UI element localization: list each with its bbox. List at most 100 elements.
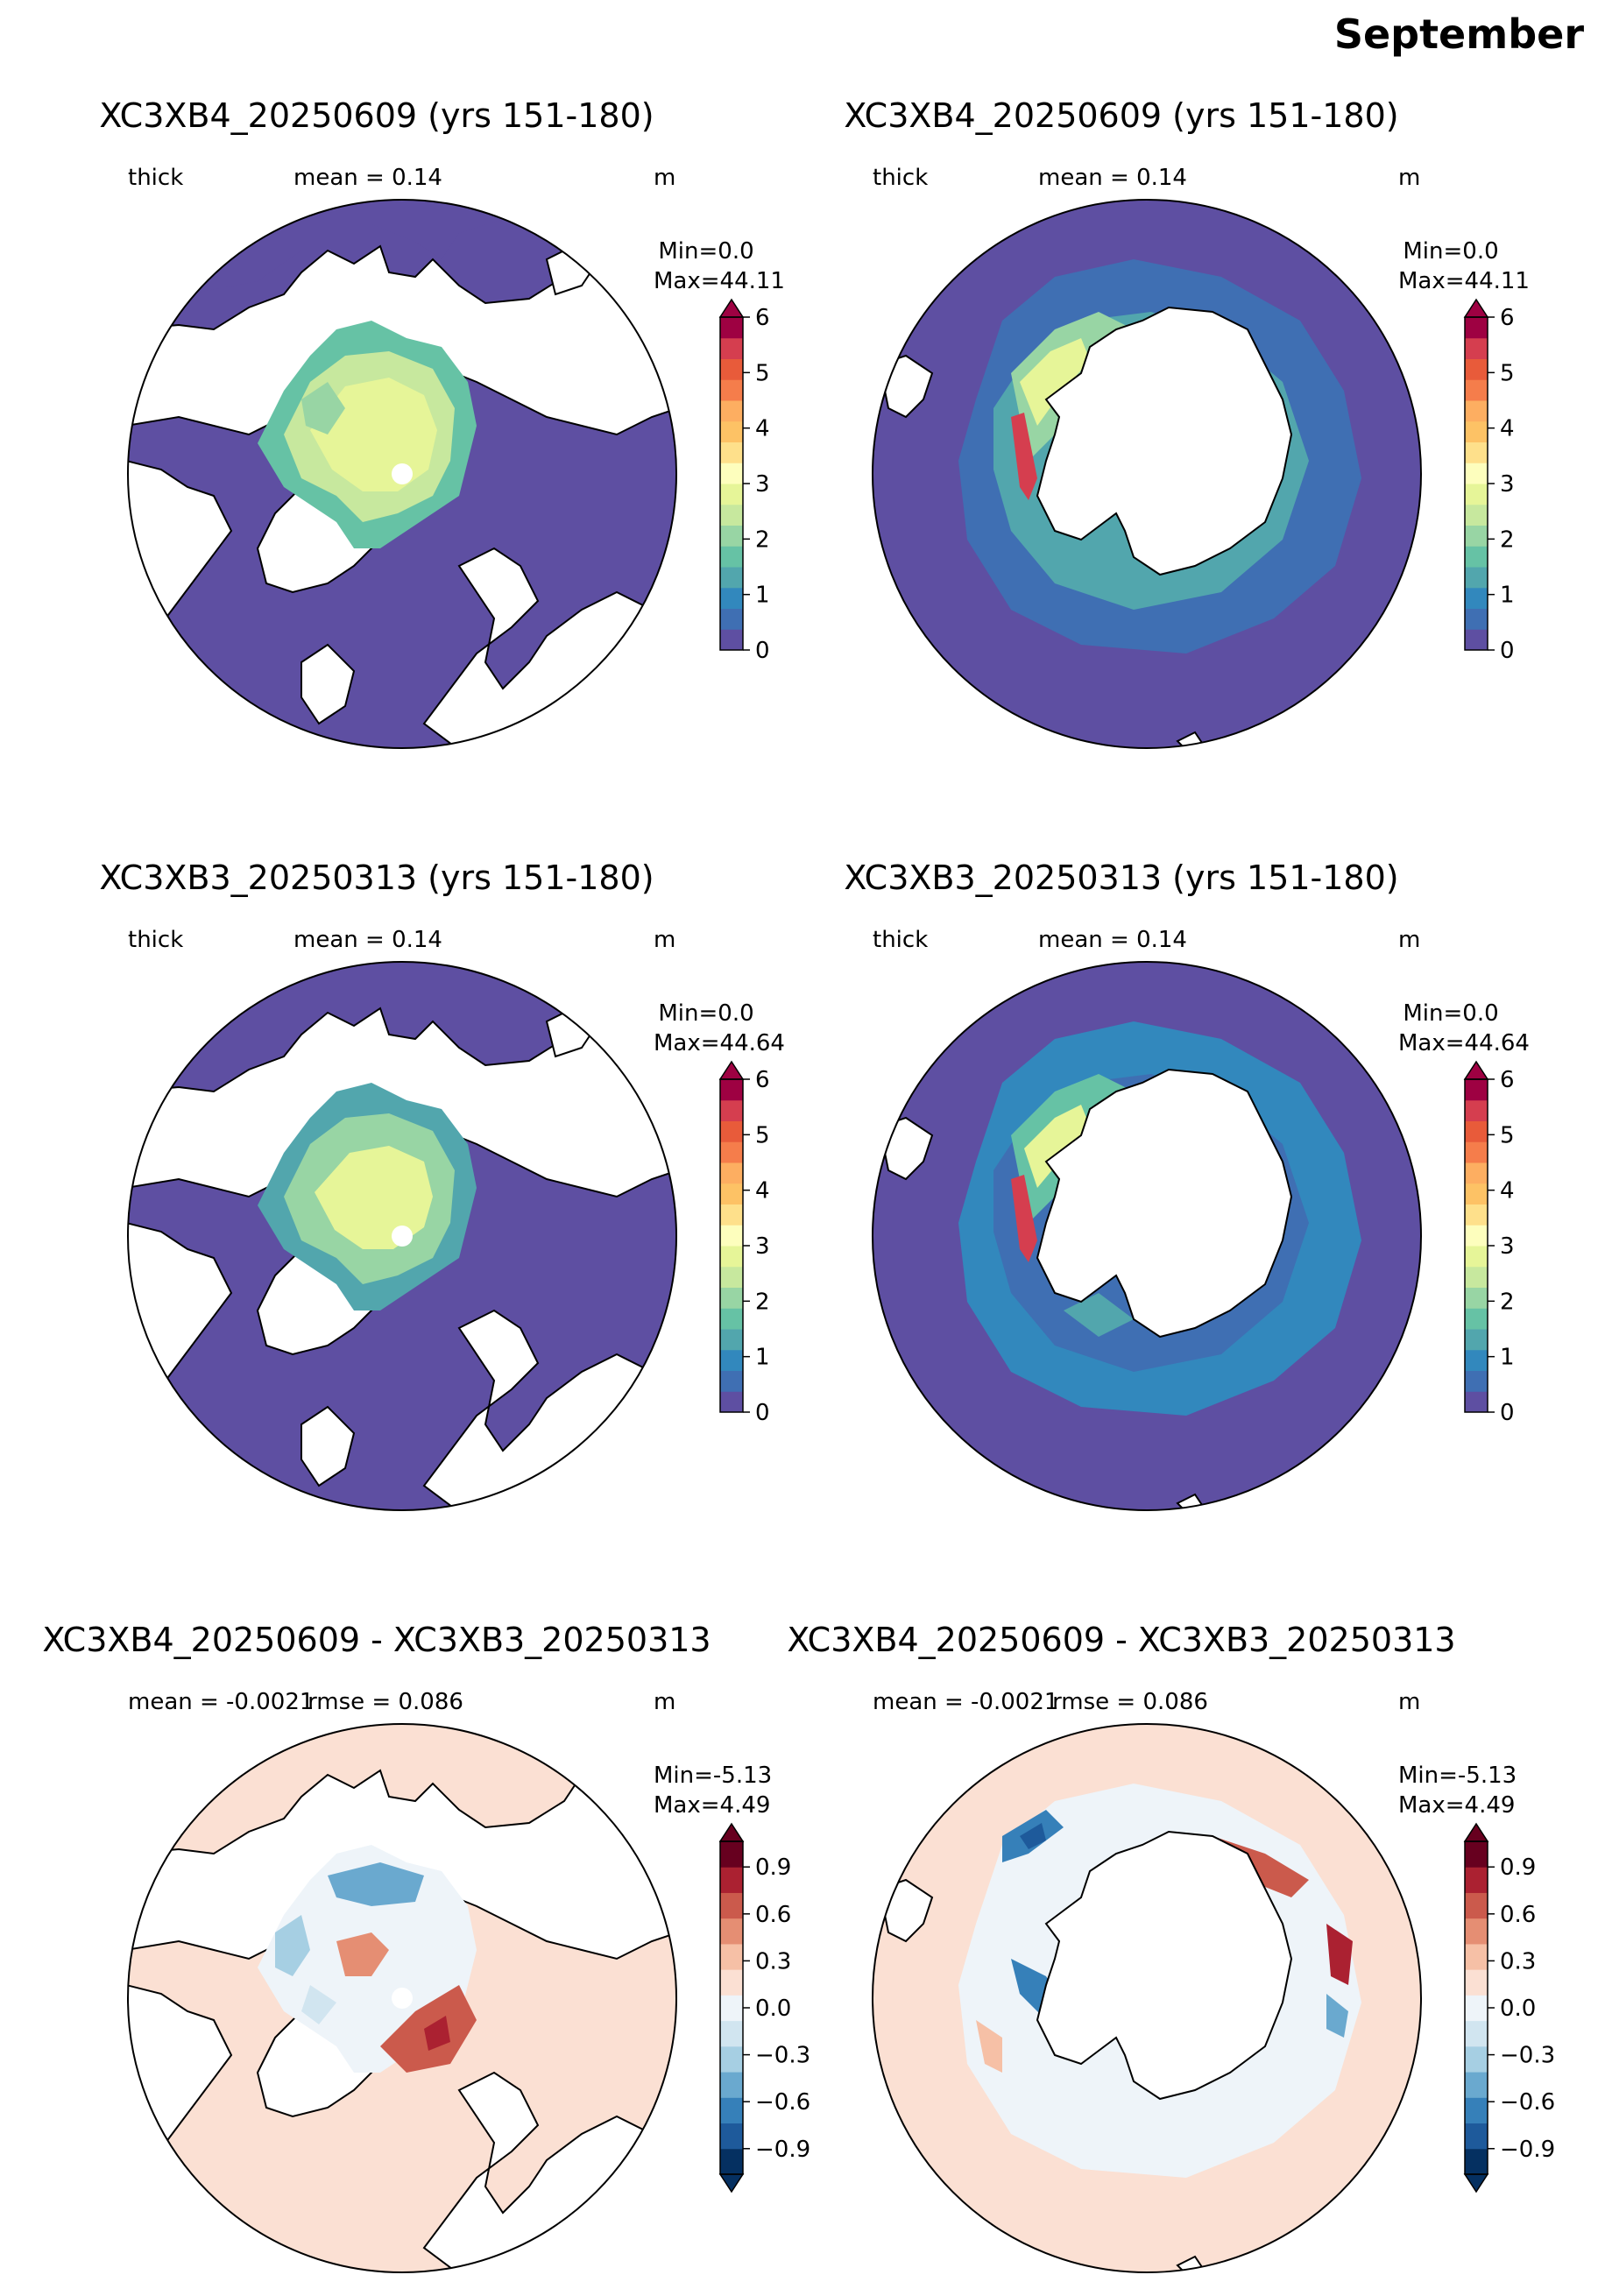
- colorbar-tick-label: 0.0: [755, 1996, 791, 2022]
- max-label: Max=44.64: [654, 1030, 785, 1056]
- colorbar-segment: [1465, 442, 1488, 463]
- colorbar-extend-min: [718, 2173, 745, 2194]
- colorbar-tick-label: −0.9: [1500, 2137, 1555, 2163]
- min-label: Min=0.0: [658, 238, 754, 265]
- mean-label: mean = 0.14: [293, 165, 442, 191]
- colorbar-segment: [1465, 629, 1488, 651]
- colorbar-tick-label: −0.3: [755, 2043, 810, 2069]
- colorbar-tick-label: 0.6: [1500, 1902, 1536, 1928]
- colorbar-segment: [1465, 1246, 1488, 1268]
- colorbar-segment: [1465, 1079, 1488, 1101]
- colorbar-segment: [720, 1266, 743, 1288]
- colorbar-segment: [1465, 1162, 1488, 1184]
- min-label: Min=0.0: [658, 1000, 754, 1027]
- colorbar-tick-label: 4: [755, 416, 770, 442]
- mean-label: mean = 0.14: [1038, 165, 1187, 191]
- colorbar-tick-label: 2: [1500, 1289, 1515, 1315]
- colorbar-tick-label: 4: [755, 1178, 770, 1205]
- colorbar-segment: [720, 2020, 743, 2047]
- colorbar-segment: [1465, 1308, 1488, 1330]
- colorbar-segment: [720, 1308, 743, 1330]
- colorbar-tick-label: 6: [1500, 305, 1515, 331]
- max-label: Max=4.49: [654, 1792, 771, 1819]
- figure-title: September: [1333, 11, 1584, 58]
- colorbar-tick-label: 5: [1500, 1122, 1515, 1148]
- colorbar-segment: [720, 420, 743, 442]
- colorbar-segment: [720, 504, 743, 526]
- colorbar-segment: [1465, 358, 1488, 380]
- map-panel-north-b4: XC3XB4_20250609 (yrs 151-180) thick mean…: [0, 0, 785, 749]
- rmse-label: rmse = 0.086: [308, 1689, 463, 1715]
- units-label: m: [654, 165, 676, 191]
- mean-label: mean = -0.0021: [128, 1689, 315, 1715]
- antarctic-map: [872, 961, 1422, 1511]
- colorbar-segment: [1465, 2097, 1488, 2124]
- colorbar-segment: [720, 1918, 743, 1945]
- colorbar-segment: [1465, 1349, 1488, 1371]
- min-label: Min=0.0: [1403, 238, 1499, 265]
- colorbar-extend-min: [1463, 2173, 1489, 2194]
- colorbar-segment: [720, 1943, 743, 1970]
- colorbar-segment: [720, 1287, 743, 1309]
- colorbar-segment: [720, 567, 743, 589]
- colorbar-segment: [720, 1162, 743, 1184]
- colorbar-segment: [720, 2148, 743, 2175]
- colorbar-segment: [1465, 2020, 1488, 2047]
- colorbar-extend-max: [718, 298, 745, 318]
- colorbar-segment: [720, 1141, 743, 1163]
- colorbar-tick-label: 6: [755, 305, 770, 331]
- colorbar-extend-max: [1463, 298, 1489, 318]
- colorbar-segment: [1465, 463, 1488, 484]
- colorbar-segment: [720, 2097, 743, 2124]
- colorbar-segment: [720, 1225, 743, 1247]
- colorbar-segment: [720, 337, 743, 359]
- colorbar-segment: [720, 1892, 743, 1919]
- units-label: m: [654, 1689, 676, 1715]
- antarctic-difference-map: [872, 1723, 1422, 2273]
- map-panel-north-b3: XC3XB3_20250313 (yrs 151-180) thick mean…: [0, 762, 785, 1511]
- colorbar-tick-label: 0: [755, 1400, 770, 1426]
- colorbar-segment: [1465, 2072, 1488, 2098]
- colorbar-segment: [1465, 317, 1488, 339]
- colorbar-segment: [1465, 1841, 1488, 1868]
- map-panel-south-b4: XC3XB4_20250609 (yrs 151-180) thick mean…: [745, 0, 1530, 749]
- colorbar-segment: [1465, 1995, 1488, 2022]
- colorbar-tick-label: 1: [755, 583, 770, 609]
- colorbar-segment: [1465, 1099, 1488, 1121]
- colorbar-segment: [720, 484, 743, 505]
- colorbar-tick-label: 6: [1500, 1067, 1515, 1093]
- colorbar-segment: [720, 608, 743, 630]
- colorbar-segment: [1465, 567, 1488, 589]
- colorbar-segment: [720, 1370, 743, 1392]
- colorbar-segment: [720, 317, 743, 339]
- colorbar-tick-label: 0.3: [755, 1948, 791, 1975]
- colorbar-segment: [720, 1867, 743, 1893]
- min-label: Min=0.0: [1403, 1000, 1499, 1027]
- colorbar-segment: [1465, 1391, 1488, 1413]
- panel-title: XC3XB4_20250609 - XC3XB3_20250313: [42, 1621, 711, 1659]
- colorbar-tick-label: 2: [1500, 526, 1515, 553]
- colorbar-segment: [720, 1183, 743, 1205]
- mean-label: mean = 0.14: [293, 927, 442, 953]
- colorbar-tick-label: 4: [1500, 416, 1515, 442]
- colorbar-segment: [1465, 1287, 1488, 1309]
- colorbar-tick-label: 0: [755, 638, 770, 664]
- colorbar-segment: [720, 1969, 743, 1996]
- thickness-colorbar: 0 1 2 3 4 5 6: [718, 1060, 770, 1426]
- colorbar-tick-label: 6: [755, 1067, 770, 1093]
- colorbar-extend-max: [1463, 1060, 1489, 1080]
- colorbar-segment: [720, 442, 743, 463]
- colorbar-segment: [1465, 587, 1488, 609]
- colorbar-tick-label: 2: [755, 526, 770, 553]
- colorbar-segment: [1465, 2148, 1488, 2175]
- colorbar-segment: [720, 379, 743, 401]
- colorbar-segment: [720, 463, 743, 484]
- colorbar-tick-label: 0: [1500, 638, 1515, 664]
- colorbar-tick-label: 3: [755, 471, 770, 498]
- colorbar-tick-label: −0.3: [1500, 2043, 1555, 2069]
- colorbar-segment: [1465, 1141, 1488, 1163]
- colorbar-segment: [720, 1841, 743, 1868]
- colorbar-segment: [1465, 1918, 1488, 1945]
- colorbar-segment: [720, 629, 743, 651]
- mean-label: mean = -0.0021: [873, 1689, 1059, 1715]
